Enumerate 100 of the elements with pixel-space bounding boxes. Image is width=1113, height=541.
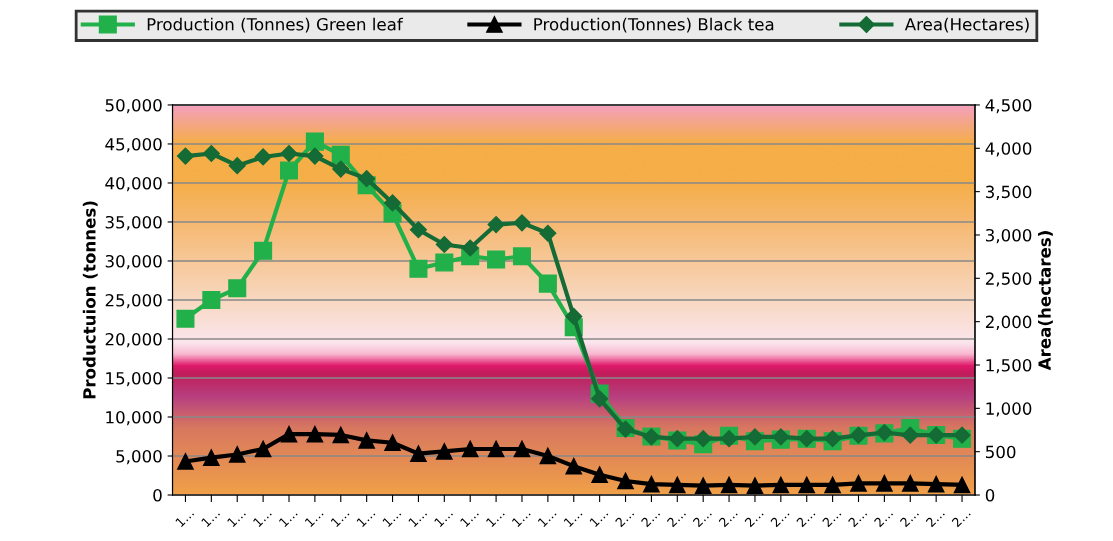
point <box>643 475 660 493</box>
point <box>228 157 246 175</box>
point <box>358 432 375 449</box>
point <box>824 476 841 494</box>
x-tick-label: 2… <box>821 507 842 528</box>
x-tick-label: 2… <box>770 507 790 528</box>
point <box>306 425 324 443</box>
x-tick-label: 2… <box>796 507 816 528</box>
x-tick-label: 1… <box>304 508 324 528</box>
x-tick-label: 1… <box>382 508 402 528</box>
point <box>513 440 531 458</box>
x-tick-label: 2… <box>744 507 764 528</box>
point <box>876 474 893 492</box>
point <box>228 279 247 298</box>
y-tick-label: 10,000 <box>106 410 162 426</box>
point <box>591 466 608 484</box>
point <box>798 476 816 494</box>
legend-label: Area(Hectares) <box>904 17 1029 33</box>
point <box>953 476 971 494</box>
point <box>410 445 427 463</box>
x-tick-label: 2… <box>951 507 971 528</box>
point <box>720 430 738 448</box>
point <box>306 147 324 165</box>
y2-tick-label: 1,000 <box>986 402 1032 417</box>
point <box>461 239 479 257</box>
point <box>953 426 971 444</box>
point <box>435 442 453 460</box>
y-tick-label: 20,000 <box>105 332 162 348</box>
point <box>280 144 298 163</box>
x-tick-label: 1… <box>511 508 531 528</box>
point <box>331 145 350 164</box>
y-tick-label: 0 <box>153 488 162 502</box>
x-tick-label: 1… <box>201 508 220 528</box>
y-tick-label: 30,000 <box>105 254 162 270</box>
y2-tick-label: 500 <box>986 445 1016 459</box>
point <box>176 309 195 328</box>
y-tick-label: 5,000 <box>116 449 162 465</box>
x-tick-label: 1… <box>459 508 479 528</box>
point <box>254 148 272 166</box>
x-tick-label: 1… <box>537 508 557 528</box>
x-tick-label: 1… <box>589 508 609 528</box>
x-tick-label: 1… <box>408 508 428 528</box>
point <box>746 428 764 446</box>
point <box>694 477 712 494</box>
point <box>461 440 479 458</box>
point <box>384 434 401 452</box>
point <box>176 147 195 165</box>
point <box>668 476 686 494</box>
point <box>772 476 790 494</box>
point <box>591 390 609 408</box>
x-tick-label: 2… <box>614 507 635 528</box>
y2-tick-label: 3,000 <box>985 228 1032 244</box>
point <box>280 425 298 443</box>
point <box>539 447 557 465</box>
x-tick-label: 1… <box>252 508 272 528</box>
point <box>539 224 557 242</box>
point <box>254 241 273 260</box>
y2-tick-label: 2,000 <box>985 315 1032 330</box>
legend-label: Production(Tonnes) Black tea <box>534 17 774 33</box>
y-axis-title: Productuion (tonnes) <box>82 201 98 399</box>
y2-tick-label: 2,500 <box>985 272 1032 287</box>
point <box>177 453 194 470</box>
y-tick-label: 45,000 <box>105 137 162 153</box>
point <box>513 214 531 232</box>
y-tick-label: 35,000 <box>105 215 162 231</box>
point <box>617 472 634 490</box>
point <box>358 170 376 188</box>
x-tick-label: 2… <box>718 507 738 528</box>
point <box>202 144 220 163</box>
y2-tick-label: 1,500 <box>986 358 1032 374</box>
point <box>409 221 427 239</box>
x-tick-label: 1… <box>434 508 453 528</box>
point <box>850 474 867 492</box>
point <box>538 274 557 293</box>
x-tick-label: 2… <box>640 507 661 528</box>
x-tick-label: 1… <box>175 508 195 528</box>
point <box>746 477 764 494</box>
point <box>901 474 919 492</box>
point <box>720 476 738 494</box>
x-tick-label: 2… <box>847 507 868 528</box>
point <box>383 194 402 212</box>
point <box>332 160 350 178</box>
point <box>435 253 454 272</box>
y2-axis-title: Area(hectares) <box>1037 231 1053 371</box>
point <box>512 247 532 266</box>
point <box>487 216 505 234</box>
point <box>203 449 220 466</box>
y2-tick-label: 4,500 <box>985 98 1032 114</box>
x-tick-label: 1… <box>563 508 583 528</box>
x-tick-label: 1… <box>356 508 376 528</box>
y-tick-label: 25,000 <box>105 293 162 309</box>
point <box>487 250 506 269</box>
y2-tick-label: 3,500 <box>985 185 1032 200</box>
x-tick-label: 2… <box>925 507 945 528</box>
x-tick-label: 1… <box>330 508 350 528</box>
point <box>332 426 350 444</box>
point <box>305 132 324 151</box>
x-tick-label: 1… <box>226 508 246 528</box>
y-tick-label: 40,000 <box>105 176 162 192</box>
point <box>565 307 583 326</box>
